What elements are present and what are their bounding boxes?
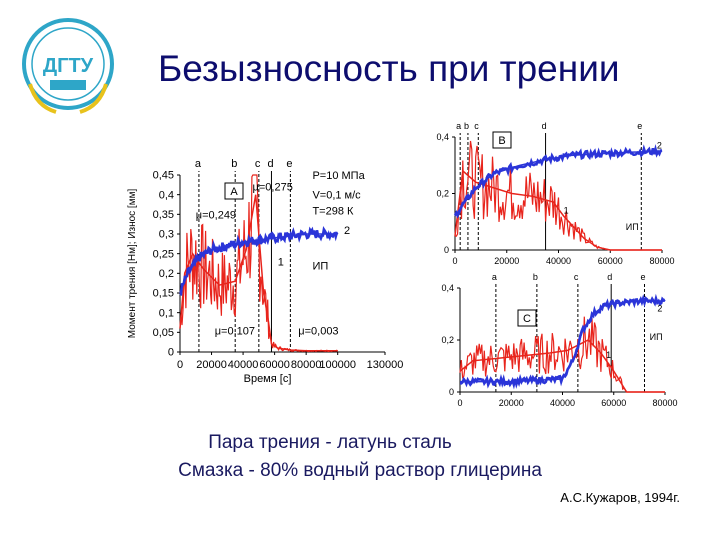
series-trend-friction (179, 194, 338, 352)
x-tick-label: 80000 (649, 256, 674, 266)
annotation: μ=0,003 (298, 325, 338, 337)
panel-label-box (517, 309, 537, 327)
annotation: P=10 МПа (312, 170, 365, 182)
series-trend-wear (179, 233, 338, 294)
annotation: 2 (657, 140, 662, 150)
y-tick-label: 0,4 (436, 132, 449, 142)
annotation: μ=0,249 (196, 209, 236, 221)
y-tick-label: 0,25 (153, 248, 174, 260)
phase-label: a (492, 272, 497, 282)
y-tick-label: 0,2 (159, 268, 174, 280)
caption-lubricant: Смазка - 80% водный раствор глицерина (178, 460, 542, 481)
x-tick-label: 0 (177, 359, 183, 371)
y-tick-label: 0,05 (153, 327, 174, 339)
caption-friction-pair: Пара трения - латунь сталь (208, 432, 452, 453)
x-tick-label: 80000 (291, 359, 322, 371)
phase-label: e (637, 121, 642, 131)
series-line-wear (460, 293, 666, 390)
x-tick-label: 130000 (367, 359, 404, 371)
series-trend-wear (460, 300, 665, 383)
phase-label: c (574, 272, 579, 282)
annotation: ИП (312, 260, 328, 272)
y-tick-label: 0,4 (441, 283, 454, 293)
annotation: T=298 К (312, 205, 354, 217)
y-tick-label: 0 (444, 245, 449, 255)
chart-b: 0 20000 40000 60000 80000 0 0,2 0,4 a b c d e B 1 2 ИП (436, 121, 674, 266)
x-tick-label: 60000 (601, 398, 626, 408)
phase-label: e (641, 272, 646, 282)
x-axis-label: Время [с] (244, 373, 292, 385)
page-title: Безызносность при трении (158, 48, 620, 89)
x-tick-label: 40000 (228, 359, 259, 371)
phase-label: b (231, 158, 237, 170)
annotation: ИП (626, 222, 639, 232)
phase-label: a (456, 121, 461, 131)
y-tick-label: 0,2 (441, 335, 454, 345)
phase-label: c (474, 121, 479, 131)
x-tick-label: 80000 (652, 398, 677, 408)
annotation: V=0,1 м/с (312, 190, 361, 202)
x-tick-label: 20000 (499, 398, 524, 408)
x-tick-label: 60000 (598, 256, 623, 266)
x-tick-label: 60000 (259, 359, 290, 371)
panel-label: B (498, 135, 505, 147)
series-trend-wear (454, 150, 663, 217)
annotation: μ=0,275 (253, 182, 293, 194)
y-tick-label: 0 (449, 387, 454, 397)
x-tick-label: 20000 (494, 256, 519, 266)
x-tick-label: 40000 (550, 398, 575, 408)
panel-label: A (230, 186, 238, 198)
university-logo: ДГТУ (16, 14, 128, 118)
phase-label: d (267, 158, 273, 170)
y-tick-label: 0,2 (436, 189, 449, 199)
phase-label: d (607, 272, 612, 282)
panel-label-box (492, 131, 512, 149)
x-tick-label: 0 (452, 256, 457, 266)
annotation: μ=0,107 (215, 325, 255, 337)
x-tick-label: 20000 (196, 359, 227, 371)
y-tick-label: 0,45 (153, 170, 174, 182)
y-tick-label: 0,35 (153, 209, 174, 221)
y-tick-label: 0,4 (159, 189, 174, 201)
annotation: 2 (657, 303, 662, 313)
y-tick-label: 0,15 (153, 288, 174, 300)
logo-text: ДГТУ (43, 55, 94, 77)
y-tick-label: 0 (168, 347, 174, 359)
y-tick-label: 0,1 (159, 307, 174, 319)
annotation: 1 (564, 205, 569, 215)
x-tick-label: 0 (457, 398, 462, 408)
author-credit: А.С.Кужаров, 1994г. (560, 490, 680, 505)
annotation: 1 (606, 350, 611, 360)
phase-label: c (255, 158, 261, 170)
panel-label-box (224, 182, 244, 200)
phase-label: e (286, 158, 292, 170)
annotation: 1 (278, 256, 284, 268)
x-tick-label: 100000 (319, 359, 356, 371)
x-tick-label: 40000 (546, 256, 571, 266)
phase-label: d (542, 121, 547, 131)
annotation: ИП (650, 332, 663, 342)
phase-label: b (464, 121, 469, 131)
chart-c: 0 20000 40000 60000 80000 0 0,2 0,4 a b c d e C 1 2 ИП (441, 272, 677, 408)
annotation: 2 (344, 225, 350, 237)
series-trend-friction (454, 169, 662, 251)
phase-label: b (533, 272, 538, 282)
y-axis-label: Момент трения [Нм]; Износ [мм] (127, 189, 138, 339)
panel-label: C (523, 313, 531, 325)
phase-label: a (195, 158, 202, 170)
y-tick-label: 0,3 (159, 229, 174, 241)
